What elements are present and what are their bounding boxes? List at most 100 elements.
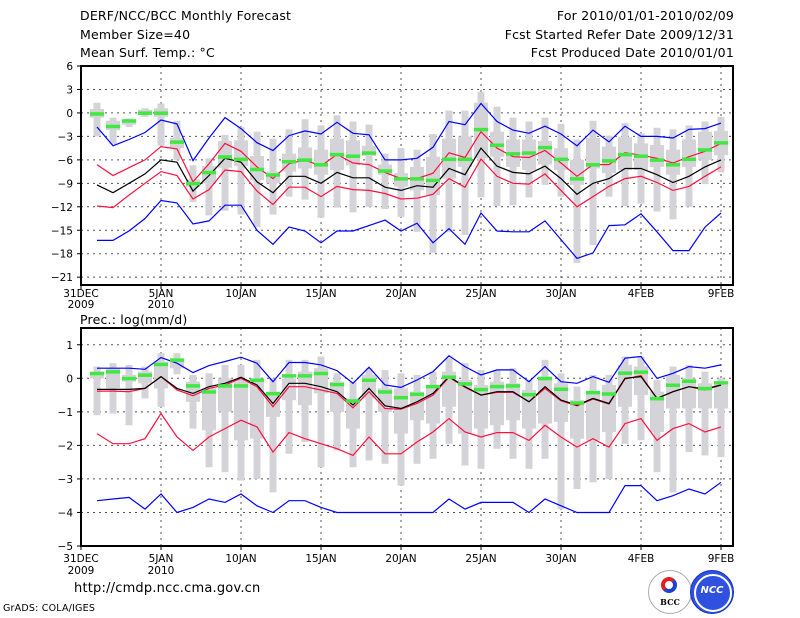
ensemble-range-whisker	[717, 378, 725, 458]
x-tick-label: 5JAN	[149, 288, 174, 300]
ensemble-interquartile-box	[298, 147, 312, 169]
green-marker	[458, 157, 472, 162]
x-tick-year-label: 2010	[148, 299, 175, 311]
bcc-logo-text: BCC	[660, 597, 680, 607]
x-tick-label: 9FEB	[708, 288, 735, 300]
series-line-mean	[97, 375, 722, 410]
ensemble-interquartile-box	[266, 171, 280, 184]
y-tick-label: −6	[58, 155, 74, 167]
ensemble-range-whisker	[557, 373, 565, 510]
green-marker	[554, 157, 568, 162]
green-marker	[250, 167, 264, 172]
ensemble-range-whisker	[365, 124, 373, 207]
bcc-logo: BCC	[648, 570, 692, 614]
ensemble-interquartile-box	[506, 383, 520, 421]
x-tick-label: 5JAN	[149, 553, 174, 565]
ensemble-interquartile-box	[458, 379, 472, 434]
green-marker	[410, 177, 424, 181]
green-marker	[138, 373, 152, 377]
y-tick-label: −12	[51, 202, 73, 214]
green-marker	[378, 169, 392, 173]
green-marker	[282, 374, 296, 378]
green-marker	[154, 362, 168, 367]
ensemble-interquartile-box	[538, 376, 552, 424]
green-marker	[330, 152, 344, 157]
y-tick-label: 3	[66, 84, 73, 96]
ensemble-range-whisker	[269, 378, 277, 493]
green-marker	[106, 370, 120, 374]
ensemble-interquartile-box	[426, 156, 440, 196]
green-marker	[490, 143, 504, 147]
ensemble-interquartile-box	[714, 385, 728, 409]
green-marker	[522, 151, 536, 155]
y-tick-label: −3	[58, 474, 73, 486]
green-marker	[202, 170, 216, 175]
green-marker	[362, 378, 376, 382]
ensemble-range-whisker	[381, 153, 389, 210]
green-marker	[314, 163, 328, 167]
chart-title: DERF/NCC/BCC Monthly Forecast	[80, 8, 292, 23]
green-marker	[122, 376, 136, 381]
ensemble-range-whisker	[109, 117, 117, 145]
green-marker	[714, 381, 728, 385]
y-tick-label: −9	[58, 178, 73, 190]
upper-variable-label: Mean Surf. Temp.: °C	[80, 45, 215, 60]
green-marker	[586, 390, 600, 395]
green-marker	[330, 382, 344, 387]
green-marker	[458, 382, 472, 386]
bcc-emblem-icon	[661, 577, 677, 593]
ensemble-interquartile-box	[346, 398, 360, 429]
green-marker	[266, 391, 280, 396]
y-tick-label: 0	[66, 108, 73, 120]
green-marker	[714, 141, 728, 145]
ensemble-interquartile-box	[170, 359, 184, 369]
green-marker	[122, 119, 136, 123]
green-marker	[538, 376, 552, 381]
ensemble-range-whisker	[701, 371, 709, 456]
ensemble-range-whisker	[669, 366, 677, 493]
green-marker	[426, 178, 440, 183]
green-marker	[554, 387, 568, 392]
globe-icon	[694, 574, 732, 612]
ensemble-interquartile-box	[154, 361, 168, 389]
y-tick-label: −21	[51, 272, 73, 284]
green-marker	[538, 145, 552, 150]
series-line-red-lower	[96, 158, 722, 209]
ensemble-interquartile-box	[234, 381, 248, 441]
green-marker	[698, 386, 712, 391]
ensemble-interquartile-box	[138, 371, 152, 384]
ensemble-interquartile-box	[682, 378, 696, 409]
ensemble-interquartile-box	[666, 149, 680, 175]
y-tick-label: −4	[58, 507, 74, 519]
ensemble-range-whisker	[349, 121, 357, 213]
x-tick-year-label: 2010	[148, 565, 175, 577]
green-marker	[362, 151, 376, 155]
series-line-blue-lower	[96, 481, 722, 514]
forecast-period: For 2010/01/01-2010/02/09	[556, 8, 734, 23]
green-marker	[634, 154, 648, 158]
x-tick-year-label: 2009	[68, 299, 95, 311]
green-marker	[602, 392, 616, 396]
green-marker	[682, 379, 696, 383]
ensemble-interquartile-box	[458, 136, 472, 167]
green-marker	[218, 384, 232, 388]
ensemble-interquartile-box	[586, 391, 600, 441]
y-tick-label: 1	[66, 340, 73, 352]
ensemble-interquartile-box	[394, 388, 408, 434]
x-tick-label: 10JAN	[225, 553, 256, 565]
green-marker	[634, 370, 648, 374]
green-marker	[474, 387, 488, 392]
green-marker	[522, 392, 536, 397]
ensemble-interquartile-box	[250, 378, 264, 439]
y-tick-label: −15	[51, 225, 73, 237]
ensemble-interquartile-box	[618, 364, 632, 407]
website-link[interactable]: http://cmdp.ncc.cma.gov.cn	[74, 581, 261, 596]
green-marker	[202, 390, 216, 394]
green-marker	[298, 374, 312, 378]
green-marker	[618, 152, 632, 157]
green-marker	[346, 399, 360, 403]
green-marker	[410, 392, 424, 397]
green-marker	[298, 158, 312, 162]
green-marker	[666, 163, 680, 167]
